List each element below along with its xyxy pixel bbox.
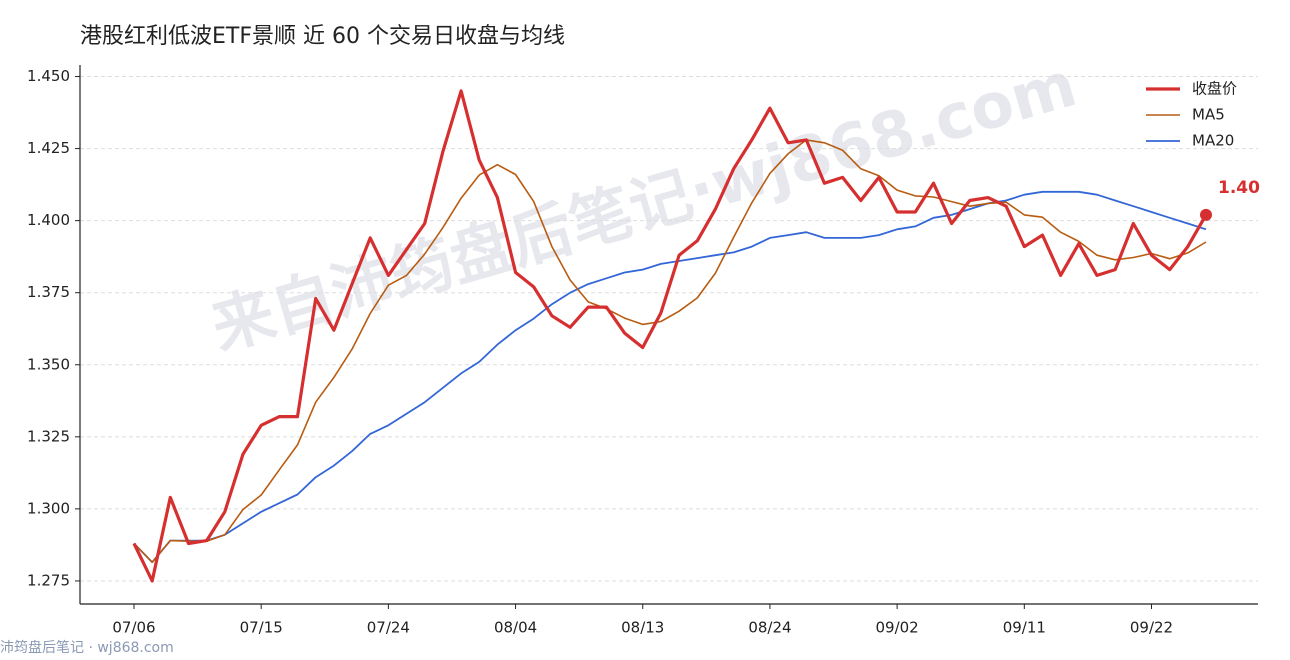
x-tick-label: 08/04	[494, 619, 537, 637]
series-line	[133, 190, 1207, 564]
y-tick-label: 1.275	[27, 571, 70, 589]
legend-label: MA20	[1192, 132, 1234, 150]
watermark: 来自沛筠盘后笔记·wj868.com	[204, 47, 1084, 364]
x-tick-label: 07/15	[240, 619, 283, 637]
x-tick-label: 08/24	[748, 619, 791, 637]
y-tick-label: 1.425	[27, 139, 70, 157]
legend-label: MA5	[1192, 106, 1225, 124]
y-tick-label: 1.400	[27, 211, 70, 229]
series-line	[132, 89, 1208, 583]
x-tick-label: 09/22	[1130, 619, 1173, 637]
annotation: 1.40	[1218, 178, 1260, 198]
x-tick-label: 09/02	[876, 619, 919, 637]
chart-title: 港股红利低波ETF景顺 近 60 个交易日收盘与均线	[80, 24, 565, 49]
y-tick-label: 1.325	[27, 427, 70, 445]
y-tick-label: 1.450	[27, 67, 70, 85]
x-tick-label: 08/13	[621, 619, 664, 637]
x-tick-label: 07/06	[112, 619, 155, 637]
footer: 沛筠盘后笔记 · wj868.com	[0, 639, 174, 656]
x-tick-label: 09/11	[1003, 619, 1046, 637]
y-tick-label: 1.300	[27, 499, 70, 517]
y-tick-label: 1.350	[27, 355, 70, 373]
x-tick-label: 07/24	[367, 619, 410, 637]
last-point	[1200, 208, 1212, 221]
series-line	[133, 139, 1207, 563]
y-tick-label: 1.375	[27, 283, 70, 301]
legend-label: 收盘价	[1192, 80, 1237, 98]
